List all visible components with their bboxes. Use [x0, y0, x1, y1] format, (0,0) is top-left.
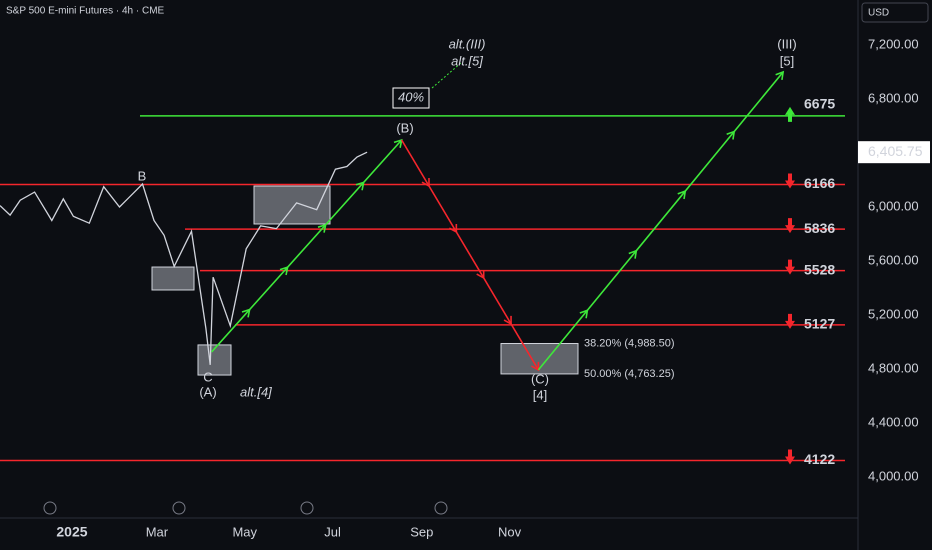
wave-label: alt.[4] [240, 384, 272, 399]
arrow-chevron [503, 315, 512, 326]
wave-label: C [203, 369, 212, 384]
arrow-chevron [448, 223, 458, 234]
projection-leg [211, 139, 403, 353]
level-arrow [785, 106, 795, 122]
percent-box [392, 87, 430, 109]
y-tick-label: 6,800.00 [868, 90, 919, 105]
event-icon[interactable] [300, 501, 314, 515]
arrow-chevron [531, 361, 540, 372]
zone [197, 344, 232, 376]
currency-box [861, 2, 929, 23]
arrow-chevron [279, 265, 289, 276]
arrow-chevron [726, 130, 736, 140]
wave-label: (III) [777, 36, 797, 51]
zone [253, 185, 331, 225]
price-line [0, 151, 368, 365]
arrow-chevron [579, 309, 589, 319]
arrow-chevron [775, 70, 785, 80]
x-tick-label: Jul [324, 524, 341, 539]
x-tick-label: May [232, 524, 257, 539]
level-label: 5528 [804, 261, 835, 277]
projection-leg [400, 139, 540, 371]
x-tick-label: Sep [410, 524, 433, 539]
wave-label: [5] [780, 53, 794, 68]
zone [151, 266, 195, 291]
wave-label: alt.[5] [451, 53, 483, 68]
wave-label: (C) [531, 371, 549, 386]
y-tick-label: 4,400.00 [868, 414, 919, 429]
last-price-label: 6,405.75 [868, 143, 923, 159]
alt-projection [431, 61, 463, 89]
level-label: 5127 [804, 316, 835, 332]
x-tick-label: Nov [498, 524, 522, 539]
arrow-chevron [355, 181, 365, 191]
wave-label: (A) [199, 384, 216, 399]
level-label: 6675 [804, 96, 835, 112]
level-arrow [785, 218, 795, 234]
y-tick-label: 6,000.00 [868, 198, 919, 213]
chart-title: S&P 500 E-mini Futures · 4h · CME [6, 6, 165, 17]
level-arrow [785, 449, 795, 465]
event-icon[interactable] [43, 501, 57, 515]
zone-label: 38.20% (4,988.50) [584, 337, 675, 349]
y-tick-label: 5,600.00 [868, 252, 919, 267]
event-icon[interactable] [434, 501, 448, 515]
level-label: 5836 [804, 220, 835, 236]
wave-label: [4] [533, 387, 547, 402]
wave-label: alt.(III) [449, 36, 486, 51]
projection-leg [537, 71, 784, 371]
level-arrow [785, 259, 795, 275]
arrow-chevron [317, 223, 327, 233]
zone-label: 50.00% (4,763.25) [584, 368, 675, 380]
level-label: 6166 [804, 175, 835, 191]
arrow-chevron [476, 269, 485, 280]
arrow-chevron [393, 138, 403, 148]
y-tick-label: 4,800.00 [868, 360, 919, 375]
level-arrow [785, 173, 795, 189]
event-icons [43, 501, 448, 515]
level-arrow [785, 313, 795, 329]
event-icon[interactable] [172, 501, 186, 515]
arrow-chevron [421, 177, 430, 188]
y-tick-label: 4,000.00 [868, 468, 919, 483]
arrow-chevron [628, 249, 638, 259]
wave-label: 40% [398, 89, 424, 104]
y-tick-label: 5,200.00 [868, 306, 919, 321]
currency-label: USD [868, 8, 889, 19]
wave-label: B [138, 168, 147, 183]
wave-label: (B) [396, 120, 413, 135]
arrow-chevron [677, 189, 687, 200]
last-price-box [858, 141, 930, 164]
level-label: 4122 [804, 451, 835, 467]
y-tick-label: 7,200.00 [868, 36, 919, 51]
x-tick-label: Mar [146, 524, 169, 539]
arrow-chevron [241, 308, 251, 318]
x-tick-label: 2025 [56, 524, 87, 540]
